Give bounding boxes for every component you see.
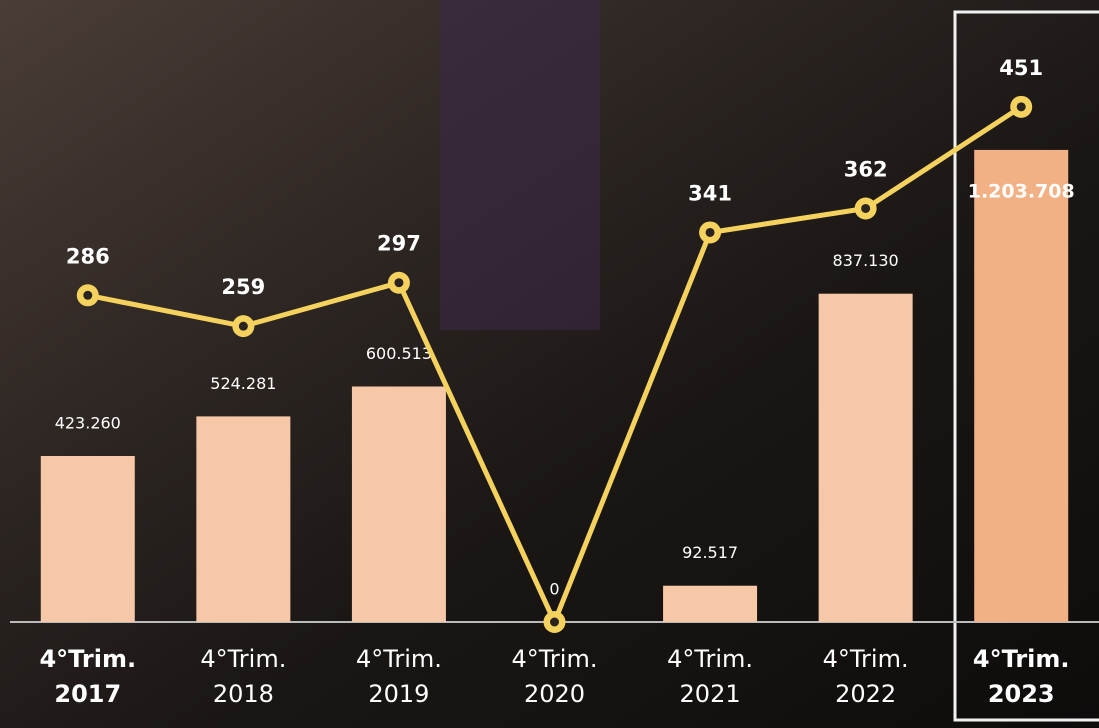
- bar-value-label: 524.281: [210, 374, 276, 393]
- line-point-hole: [550, 617, 559, 627]
- line-point-hole: [83, 290, 93, 300]
- bar: [663, 585, 758, 622]
- x-tick-label: 4°Trim.: [973, 645, 1070, 673]
- x-tick-label: 2019: [368, 680, 429, 708]
- x-tick-label: 4°Trim.: [200, 645, 286, 673]
- x-tick-label: 4°Trim.: [512, 645, 598, 673]
- bar: [40, 456, 135, 622]
- line-point-hole: [705, 227, 715, 237]
- x-tick-label: 2022: [835, 680, 896, 708]
- highlight-box: [953, 10, 1099, 722]
- x-tick-label: 2020: [524, 680, 585, 708]
- line-value-label: 259: [221, 275, 265, 299]
- line-point-hole: [861, 203, 871, 213]
- x-tick-label: 2021: [680, 680, 741, 708]
- x-tick-label: 2018: [213, 680, 274, 708]
- x-tick-label: 4°Trim.: [356, 645, 442, 673]
- background-shape: [440, 0, 600, 330]
- line-value-label: 362: [844, 157, 888, 181]
- bar-value-label: 837.130: [833, 251, 899, 270]
- line-point-hole: [394, 278, 404, 288]
- bar: [196, 416, 291, 622]
- line-value-label: 341: [688, 181, 732, 205]
- bar-value-label: 600.513: [366, 344, 432, 363]
- bar: [818, 293, 913, 622]
- bar-value-label: 92.517: [682, 543, 738, 562]
- x-tick-label: 4°Trim.: [667, 645, 753, 673]
- x-tick-label: 2023: [988, 680, 1055, 708]
- x-tick-label: 4°Trim.: [823, 645, 909, 673]
- bar-value-label: 423.260: [55, 414, 121, 433]
- line-value-label: 286: [66, 244, 110, 268]
- bar: [351, 386, 446, 622]
- bar-value-label: 1.203.708: [968, 181, 1075, 203]
- line-value-label: 451: [999, 56, 1043, 80]
- x-tick-label: 4°Trim.: [39, 645, 136, 673]
- x-tick-label: 2017: [54, 680, 121, 708]
- bar: [974, 149, 1069, 623]
- line-point-hole: [1016, 102, 1026, 112]
- line-point-hole: [238, 321, 248, 331]
- bar-value-label: 0: [549, 580, 559, 599]
- line-value-label: 297: [377, 232, 421, 256]
